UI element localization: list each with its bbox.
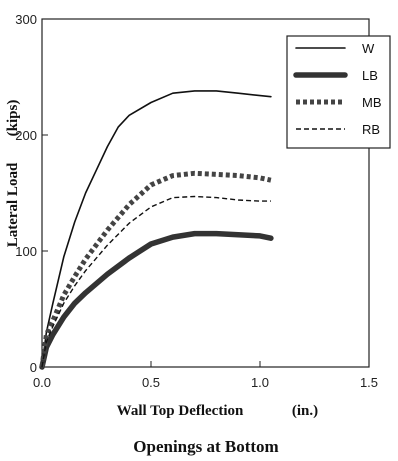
axis-ticks: 0.0 0.5 1.0 1.5 0 100 200 300 bbox=[15, 12, 378, 390]
x-tick-label: 1.5 bbox=[360, 375, 378, 390]
y-axis-unit: (kips) bbox=[5, 100, 21, 137]
x-axis-unit: (in.) bbox=[292, 403, 318, 419]
x-axis-title: Wall Top Deflection bbox=[117, 403, 244, 419]
series-line-lb bbox=[39, 230, 274, 370]
y-tick-label: 0 bbox=[30, 360, 37, 375]
y-tick-label: 100 bbox=[15, 244, 37, 259]
series-line-w bbox=[41, 90, 272, 368]
legend-label-mb: MB bbox=[362, 95, 382, 110]
legend-label-w: W bbox=[362, 41, 375, 56]
x-tick-label: 1.0 bbox=[251, 375, 269, 390]
y-axis-title: Lateral Load bbox=[5, 162, 21, 247]
y-tick-label: 200 bbox=[15, 128, 37, 143]
legend-label-rb: RB bbox=[362, 122, 380, 137]
x-tick-label: 0.5 bbox=[142, 375, 160, 390]
x-tick-label: 0.0 bbox=[33, 375, 51, 390]
y-tick-label: 300 bbox=[15, 12, 37, 27]
plot-frame bbox=[41, 18, 370, 368]
series-line-mb bbox=[39, 170, 272, 368]
series-line-rb bbox=[41, 195, 271, 368]
legend-items: W LB MB RB bbox=[293, 41, 382, 137]
chart-caption: Openings at Bottom bbox=[133, 437, 278, 456]
legend: W LB MB RB bbox=[286, 35, 391, 149]
series-layer bbox=[39, 90, 274, 370]
legend-label-lb: LB bbox=[362, 68, 378, 83]
